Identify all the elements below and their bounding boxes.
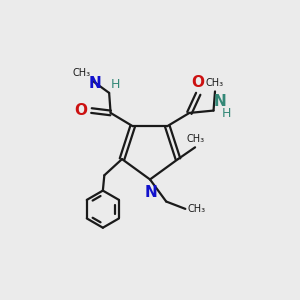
Text: CH₃: CH₃ <box>187 134 205 144</box>
Text: H: H <box>222 107 231 120</box>
Text: H: H <box>111 78 120 92</box>
Text: CH₃: CH₃ <box>188 204 206 214</box>
Text: O: O <box>192 75 205 90</box>
Text: N: N <box>214 94 226 109</box>
Text: O: O <box>75 103 88 118</box>
Text: N: N <box>145 185 158 200</box>
Text: N: N <box>88 76 101 92</box>
Text: CH₃: CH₃ <box>206 79 224 88</box>
Text: CH₃: CH₃ <box>73 68 91 78</box>
